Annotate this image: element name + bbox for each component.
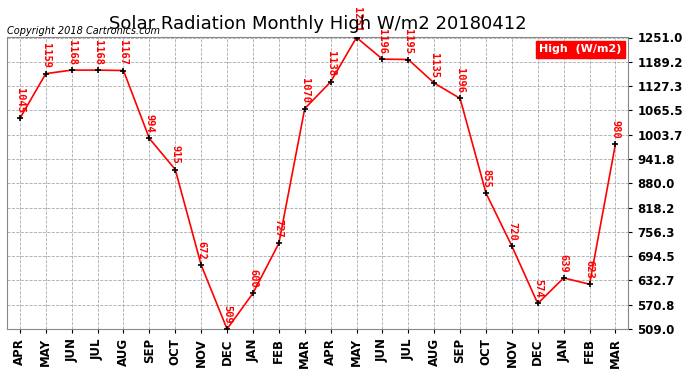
Text: 1045: 1045 — [15, 88, 25, 113]
Text: 672: 672 — [196, 241, 206, 260]
Text: 623: 623 — [584, 260, 595, 279]
Text: 639: 639 — [559, 254, 569, 272]
Text: 1138: 1138 — [326, 51, 335, 76]
Text: 915: 915 — [170, 145, 180, 164]
Text: 1159: 1159 — [41, 43, 51, 68]
Text: 1195: 1195 — [403, 29, 413, 54]
Text: 1251: 1251 — [351, 7, 362, 32]
Text: 1168: 1168 — [92, 39, 103, 64]
Text: 994: 994 — [144, 114, 155, 133]
Text: 1168: 1168 — [67, 39, 77, 64]
Text: 1167: 1167 — [119, 40, 128, 65]
Text: High  (W/m2): High (W/m2) — [539, 45, 622, 54]
Text: 1135: 1135 — [429, 53, 440, 78]
Text: 509: 509 — [222, 305, 232, 324]
Text: 980: 980 — [611, 120, 620, 138]
Text: 574: 574 — [533, 279, 543, 298]
Text: 720: 720 — [507, 222, 517, 241]
Text: 727: 727 — [274, 219, 284, 238]
Text: 855: 855 — [481, 169, 491, 188]
Text: Copyright 2018 Cartronics.com: Copyright 2018 Cartronics.com — [7, 26, 160, 36]
Text: 1070: 1070 — [299, 78, 310, 103]
Title: Solar Radiation Monthly High W/m2 20180412: Solar Radiation Monthly High W/m2 201804… — [109, 15, 526, 33]
Text: 1096: 1096 — [455, 68, 465, 93]
Text: 600: 600 — [248, 269, 258, 288]
Text: 1196: 1196 — [377, 28, 387, 54]
